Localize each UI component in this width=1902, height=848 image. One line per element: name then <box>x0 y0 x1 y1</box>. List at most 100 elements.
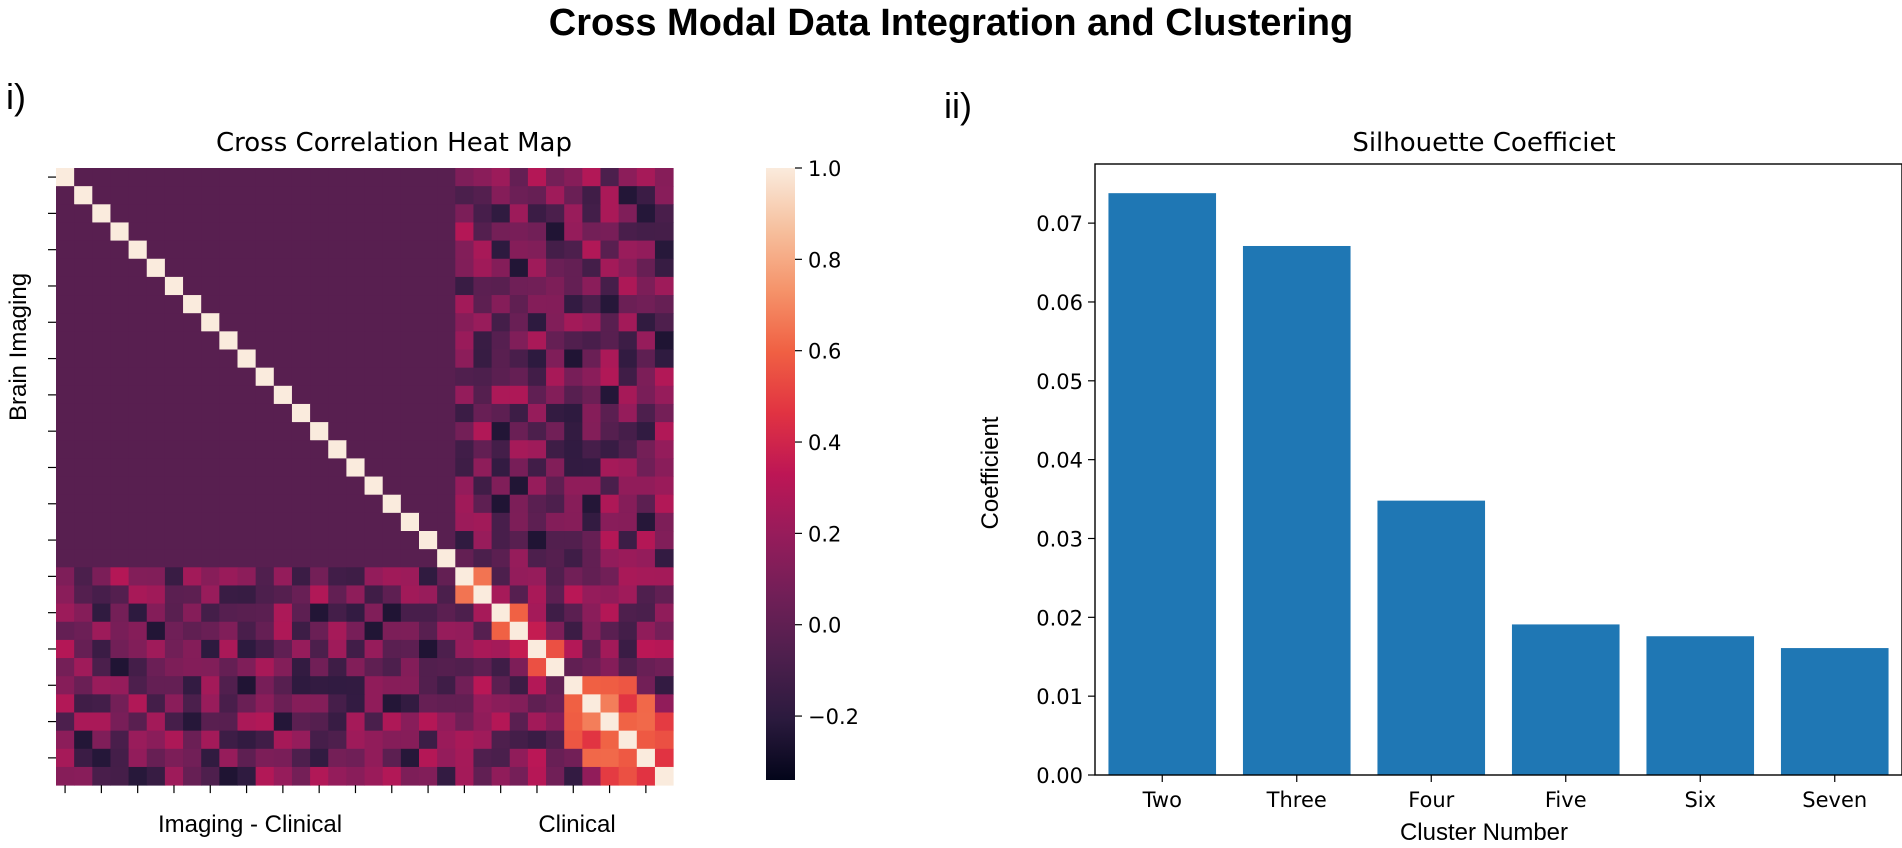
heatmap-cell <box>164 186 184 205</box>
heatmap-cell <box>473 422 493 441</box>
heatmap-cell <box>491 766 511 786</box>
heatmap-cell <box>310 385 329 405</box>
heatmap-cell <box>382 512 402 532</box>
heatmap-cell <box>237 494 257 514</box>
heatmap-cell <box>310 676 329 695</box>
heatmap-cell <box>600 694 620 713</box>
heatmap-cell <box>146 458 166 478</box>
heatmap-cell <box>201 240 220 260</box>
heatmap-cell <box>564 603 583 623</box>
bar-six <box>1646 636 1755 775</box>
heatmap-cell <box>618 603 638 623</box>
heatmap-cell <box>92 512 111 532</box>
heatmap-cell <box>291 295 311 314</box>
heatmap-cell <box>419 440 438 459</box>
heatmap-cell <box>582 531 601 550</box>
bar-three <box>1242 245 1351 776</box>
heatmap-cell <box>128 639 148 659</box>
heatmap-cell <box>564 258 583 278</box>
heatmap-cell <box>564 331 583 350</box>
heatmap-cell <box>237 766 257 786</box>
heatmap-cell <box>654 712 674 732</box>
heatmap-cell <box>183 168 202 187</box>
heatmap-cell <box>164 276 184 296</box>
heatmap-cell <box>491 567 511 586</box>
heatmap-cell <box>564 694 583 713</box>
heatmap-cell <box>509 258 529 278</box>
heatmap-cell <box>564 712 583 732</box>
heatmap-cell <box>618 458 638 478</box>
heatmap-cell <box>255 349 275 369</box>
heatmap-cell <box>237 658 257 677</box>
heatmap-cell <box>455 494 474 514</box>
heatmap-cell <box>400 295 420 314</box>
heatmap-cell <box>110 258 130 278</box>
heatmap-cell <box>419 748 438 768</box>
heatmap-cell <box>255 531 275 550</box>
heatmap-cell <box>291 766 311 786</box>
heatmap-cell <box>164 603 184 623</box>
heatmap-cell <box>146 658 166 677</box>
heatmap-cell <box>110 222 130 242</box>
bar-chart-x-tick-label: Six <box>1684 788 1716 812</box>
heatmap-cell <box>92 240 111 260</box>
heatmap-cell <box>328 531 347 550</box>
heatmap-cell <box>654 367 674 387</box>
heatmap-cell <box>273 186 293 205</box>
heatmap-cell <box>346 186 366 205</box>
heatmap-cell <box>400 494 420 514</box>
heatmap-cell <box>219 603 238 623</box>
heatmap-cell <box>636 549 656 568</box>
heatmap-cell <box>273 512 293 532</box>
heatmap-cell <box>419 276 438 296</box>
heatmap-cell <box>310 276 329 296</box>
heatmap-cell <box>92 748 111 768</box>
heatmap-cell <box>310 621 329 641</box>
heatmap-cell <box>636 186 656 205</box>
heatmap-cell <box>146 168 166 187</box>
heatmap-cell <box>346 422 366 441</box>
heatmap-cell <box>546 531 565 550</box>
heatmap-cell <box>546 748 565 768</box>
heatmap-cell <box>509 567 529 586</box>
heatmap-cell <box>527 621 547 641</box>
heatmap-cell <box>546 313 565 332</box>
heatmap-cell <box>110 403 130 423</box>
heatmap-cell <box>437 712 456 732</box>
heatmap-cell <box>201 385 220 405</box>
heatmap-cell <box>527 168 547 187</box>
heatmap-cell <box>654 403 674 423</box>
heatmap-cell <box>237 204 257 223</box>
heatmap-cell <box>364 422 384 441</box>
heatmap-cell <box>509 712 529 732</box>
heatmap-cell <box>455 712 474 732</box>
heatmap-cell <box>92 621 111 641</box>
heatmap-cell <box>346 512 366 532</box>
heatmap-cell <box>201 603 220 623</box>
heatmap-cell <box>255 748 275 768</box>
heatmap-cell <box>364 766 384 786</box>
heatmap-cell <box>183 349 202 369</box>
heatmap-cell <box>92 766 111 786</box>
heatmap-cell <box>582 313 601 332</box>
heatmap-cell <box>273 639 293 659</box>
heatmap-cell <box>582 440 601 459</box>
heatmap-cell <box>491 276 511 296</box>
heatmap-cell <box>164 694 184 713</box>
heatmap-cell <box>92 531 111 550</box>
heatmap-cell <box>201 276 220 296</box>
heatmap-cell <box>546 494 565 514</box>
heatmap-cell <box>110 367 130 387</box>
heatmap-cell <box>600 258 620 278</box>
heatmap-cell <box>164 639 184 659</box>
heatmap-cell <box>582 748 601 768</box>
heatmap-cell <box>255 295 275 314</box>
heatmap-cell <box>346 676 366 695</box>
heatmap-cell <box>56 204 75 223</box>
heatmap-cell <box>546 240 565 260</box>
heatmap-cell <box>92 403 111 423</box>
heatmap-cell <box>273 476 293 496</box>
heatmap-cell <box>92 440 111 459</box>
heatmap-cell <box>364 349 384 369</box>
heatmap-cell <box>164 403 184 423</box>
